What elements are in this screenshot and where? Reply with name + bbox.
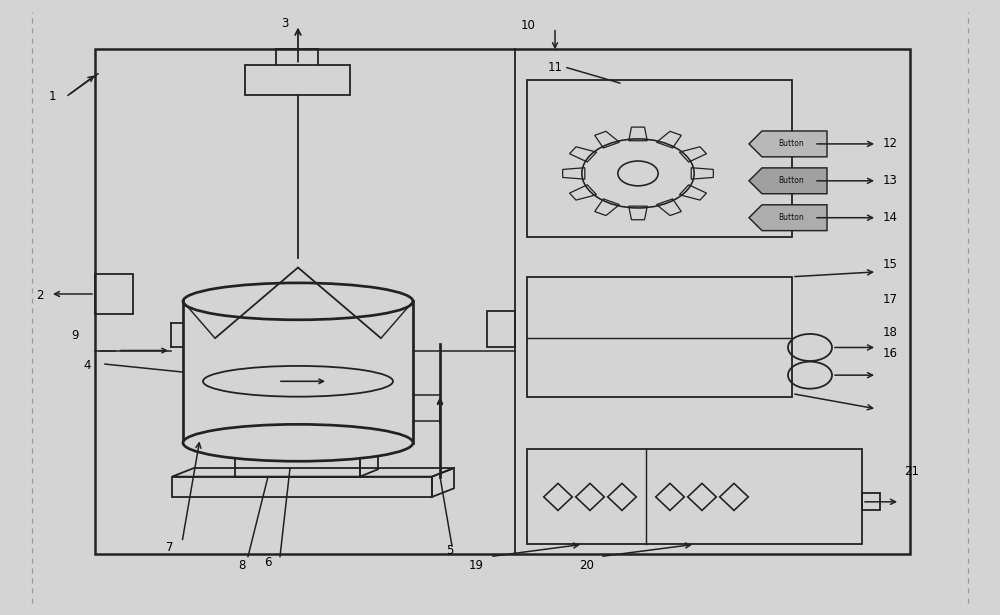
Text: Button: Button: [778, 140, 804, 148]
Ellipse shape: [183, 424, 413, 461]
Text: 21: 21: [904, 465, 920, 478]
Bar: [487, 311, 515, 347]
Text: Button: Button: [778, 177, 804, 185]
Polygon shape: [749, 131, 827, 157]
Text: 4: 4: [83, 359, 91, 373]
Text: 17: 17: [883, 293, 898, 306]
Text: 8: 8: [238, 559, 246, 573]
Text: 1: 1: [48, 90, 56, 103]
Bar: [172, 477, 432, 497]
Text: Button: Button: [778, 213, 804, 222]
Bar: [527, 80, 792, 237]
Text: 13: 13: [883, 174, 897, 188]
Text: 16: 16: [883, 347, 898, 360]
Polygon shape: [749, 205, 827, 231]
Text: 10: 10: [521, 19, 535, 33]
Bar: [245, 65, 350, 95]
Bar: [95, 274, 133, 314]
Text: 7: 7: [166, 541, 174, 554]
Text: 15: 15: [883, 258, 897, 271]
Bar: [862, 493, 880, 510]
Text: 11: 11: [548, 61, 562, 74]
Text: 3: 3: [281, 17, 289, 30]
Text: 18: 18: [883, 325, 897, 339]
Text: 20: 20: [580, 559, 594, 573]
Text: 9: 9: [71, 328, 79, 342]
Text: 6: 6: [264, 556, 272, 569]
Bar: [527, 277, 792, 397]
Bar: [95, 49, 910, 554]
Text: 12: 12: [883, 137, 898, 151]
Text: 2: 2: [36, 288, 44, 302]
Bar: [235, 446, 360, 477]
Bar: [527, 449, 862, 544]
Text: 19: 19: [468, 559, 484, 573]
Polygon shape: [749, 168, 827, 194]
Text: 5: 5: [446, 544, 454, 557]
Text: 14: 14: [883, 211, 898, 224]
